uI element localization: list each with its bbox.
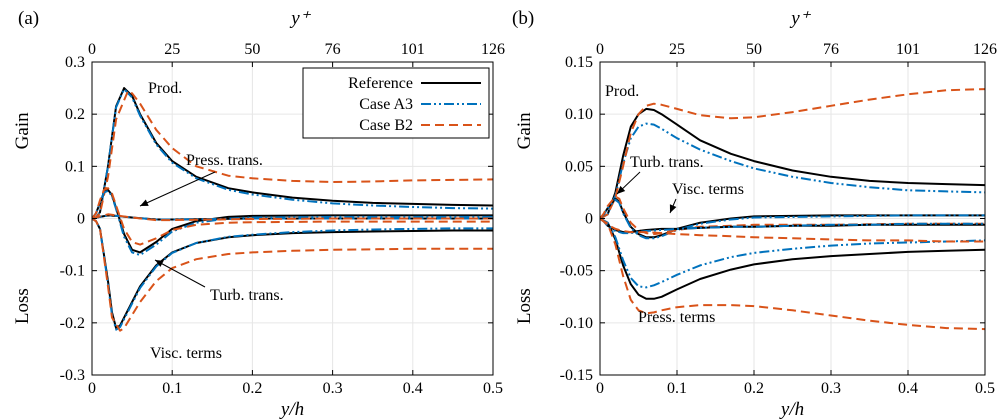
loss-label: Loss: [514, 288, 535, 324]
y-tick-label: -0.15: [560, 367, 593, 384]
annotation-arrow-head: [140, 199, 149, 206]
x-tick-label: 0.1: [667, 380, 687, 397]
x-tick-label: 0.4: [403, 380, 423, 397]
legend-label: Case B2: [359, 117, 413, 134]
series-line-case-b2-turb-trans: [92, 187, 493, 246]
x-tick-label: 0.2: [242, 380, 262, 397]
annotation-turb-trans: Turb. trans.: [210, 287, 284, 304]
series-line-case-b2-visc-terms: [600, 217, 985, 243]
x2-axis-title: y⁺: [789, 8, 811, 29]
x-tick-label: 0.3: [323, 380, 343, 397]
annotation-prod: Prod.: [148, 80, 182, 97]
gain-label: Gain: [514, 112, 535, 149]
series-line-case-a3-prod: [600, 122, 985, 220]
x-tick-label: 0: [88, 380, 96, 397]
series-line-case-b2-prod: [92, 89, 493, 220]
x2-axis-title: y⁺: [289, 8, 311, 29]
y-tick-label: 0.1: [65, 158, 85, 175]
series-line-reference-prod: [600, 107, 985, 220]
series-line-case-a3-prod: [92, 88, 493, 220]
series-line-case-a3-turb-trans: [92, 189, 493, 256]
y-tick-label: -0.3: [60, 367, 85, 384]
annotation-press-terms: Press. terms: [638, 309, 715, 326]
x-tick-label: 0: [596, 380, 604, 397]
series-line-reference-press-terms: [600, 217, 985, 300]
annotation-arrow-head: [155, 260, 164, 267]
annotation-visc-terms: Visc. terms: [672, 181, 744, 198]
legend-label: Reference: [348, 75, 413, 92]
x2-tick-label: 101: [401, 41, 425, 58]
series-line-case-b2-visc-terms: [92, 217, 493, 332]
series-group: [600, 88, 985, 331]
series-line-reference-visc-terms: [92, 217, 493, 330]
panel-a: 0 0.1 0.2 0.3 0.4 0.5 0 25 50 76 101 126 -0.3 -0.2 -0.…: [12, 8, 505, 420]
x-axis-title: y/h: [779, 399, 804, 420]
x-tick-label: 0.5: [483, 380, 503, 397]
loss-label: Loss: [12, 288, 33, 324]
x2-tick-label: 126: [973, 41, 997, 58]
x2-tick-label: 0: [596, 41, 604, 58]
series-line-case-b2-press-terms: [600, 217, 985, 331]
y-tick-label: 0: [585, 211, 593, 228]
panel-label: (a): [18, 8, 39, 29]
annotation-prod: Prod.: [605, 83, 639, 100]
x2-tick-label: 101: [896, 41, 920, 58]
y-tick-label: 0.05: [565, 158, 593, 175]
legend: Reference Case A3 Case B2: [302, 67, 490, 139]
x-tick-label: 0.4: [898, 380, 918, 397]
x2-tick-label: 25: [164, 41, 180, 58]
annotation-arrow-line: [154, 259, 206, 288]
series-line-case-b2-turb-trans: [600, 195, 985, 236]
y-tick-label: 0.10: [565, 106, 593, 123]
annotation-arrow-head: [669, 204, 677, 213]
series-line-reference-prod: [92, 87, 493, 220]
annotation-arrow-head: [617, 185, 626, 194]
y-tick-label: 0: [77, 211, 85, 228]
x-tick-label: 0.1: [162, 380, 182, 397]
series-line-case-b2-press-trans: [92, 213, 493, 222]
panel-label: (b): [512, 8, 534, 29]
y-tick-label: 0.15: [565, 54, 593, 71]
x-tick-label: 0.2: [744, 380, 764, 397]
gain-label: Gain: [12, 112, 33, 149]
series-group: [92, 87, 493, 332]
x-tick-label: 0.5: [975, 380, 995, 397]
x2-tick-label: 76: [823, 41, 839, 58]
annotation-press-trans: Press. trans.: [186, 152, 263, 169]
x2-tick-label: 0: [88, 41, 96, 58]
y-tick-label: 0.3: [65, 54, 85, 71]
x2-tick-label: 50: [244, 41, 260, 58]
y-tick-label: -0.05: [560, 263, 593, 280]
panel-b: 0 0.1 0.2 0.3 0.4 0.5 0 25 50 76 101 126 -0.15 -0.10 -…: [512, 8, 997, 420]
legend-label: Case A3: [359, 96, 413, 113]
x2-tick-label: 50: [746, 41, 762, 58]
series-line-case-b2-prod: [600, 88, 985, 220]
annotation-visc-terms: Visc. terms: [150, 345, 222, 362]
y-tick-label: -0.10: [560, 315, 593, 332]
x2-tick-label: 126: [481, 41, 505, 58]
x-axis-title: y/h: [279, 399, 304, 420]
annotation-turb-trans: Turb. trans.: [630, 154, 704, 171]
y-tick-label: 0.2: [65, 106, 85, 123]
series-line-case-a3-visc-terms: [92, 217, 493, 331]
series-line-case-a3-press-terms: [600, 217, 985, 289]
y-tick-label: -0.2: [60, 315, 85, 332]
y-tick-label: -0.1: [60, 263, 85, 280]
x2-tick-label: 25: [669, 41, 685, 58]
x-tick-label: 0.3: [821, 380, 841, 397]
series-line-case-a3-visc-terms: [600, 217, 985, 235]
x2-tick-label: 76: [325, 41, 341, 58]
annotation-arrow-line: [139, 171, 216, 207]
